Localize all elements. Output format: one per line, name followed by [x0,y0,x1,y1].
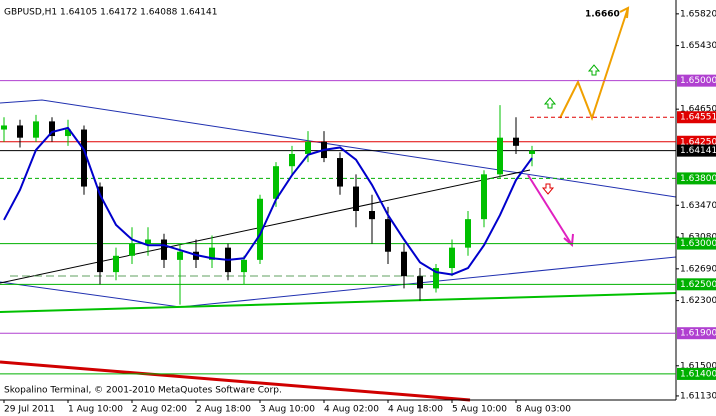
trendline [0,169,531,284]
candle-body [529,150,535,154]
y-tick-label: 1.62690 [680,264,716,274]
x-tick-label: 4 Aug 18:00 [388,405,443,415]
arrow-head [619,6,630,19]
x-tick-label: 2 Aug 02:00 [132,405,187,415]
candle-body [33,121,39,138]
candle-body [401,251,407,277]
level-tag [677,367,716,380]
trendline [0,292,677,313]
x-tick-label: 3 Aug 10:00 [260,405,315,415]
y-tick-label: 1.65820 [680,9,716,19]
candle-body [465,219,471,248]
drawings [0,6,677,402]
level-label: 1.61900 [680,329,716,339]
moving-average [3,126,533,276]
candle-body [385,219,391,252]
candle-body [257,198,263,260]
candle-body [305,141,311,154]
candle-body [481,174,487,220]
candle-body [369,210,375,220]
y-tick-label: 1.63080 [680,233,716,243]
y-tick-label: 1.61130 [680,391,716,401]
down-arrow-icon [541,183,555,195]
candle-body [353,186,359,211]
y-tick-label: 1.62300 [680,296,716,306]
candle-body [417,276,423,289]
candle-body [17,125,23,138]
candle-body [449,247,455,269]
candle-body [113,255,119,273]
candle-body [273,166,279,199]
candle-body [81,129,87,187]
chart-title: GBPUSD,H1 1.64105 1.64172 1.64088 1.6414… [4,8,217,18]
candle-body [161,239,167,260]
level-label: 1.64551 [680,113,716,123]
footer: Skopalino Terminal, © 2001-2010 MetaQuot… [4,386,282,396]
level-tag [677,111,716,124]
x-tick-label: 29 Jul 2011 [4,405,55,415]
level-label: 1.63000 [680,239,716,249]
candle-body [433,268,439,289]
candle-body [289,153,295,167]
x-tick-label: 8 Aug 03:00 [516,405,571,415]
level-tag [677,278,716,291]
annotation: 1.6660 [585,10,620,20]
candle-body [209,247,215,260]
candle-body [145,239,151,244]
candle-body [97,186,103,273]
level-label: 1.64141 [680,146,716,156]
forecast-arrow [527,174,573,246]
y-tick-label: 1.63470 [680,201,716,211]
level-label: 1.63800 [680,174,716,184]
trendline [0,360,471,402]
x-tick-label: 4 Aug 02:00 [324,405,379,415]
candle-body [337,158,343,187]
level-tag [677,237,716,250]
candle-body [65,129,71,137]
x-tick-label: 2 Aug 18:00 [196,405,251,415]
up-arrow-icon [543,97,557,109]
up-arrow-icon [587,64,601,76]
x-tick-label: 1 Aug 10:00 [68,405,123,415]
candle-body [177,251,183,260]
level-tag [677,144,716,157]
level-tag [677,172,716,185]
candle-body [513,137,519,146]
forecast-arrow [559,7,629,121]
y-tick-label: 1.65430 [680,41,716,51]
candle-body [241,259,247,273]
level-label: 1.62500 [680,280,716,290]
trendline [0,99,677,198]
x-tick-label: 5 Aug 10:00 [452,405,507,415]
level-tag [677,327,716,340]
y-tick-label: 1.61500 [680,361,716,371]
candle-body [129,243,135,256]
candle-body [1,125,7,130]
y-tick-label: 1.64650 [680,105,716,115]
level-tag [677,74,716,87]
level-label: 1.61400 [680,369,716,379]
level-label: 1.65000 [680,76,716,86]
candle-body [497,137,503,175]
level-label: 1.64250 [680,137,716,147]
arrow-head [563,233,574,248]
candle-body [49,121,55,137]
